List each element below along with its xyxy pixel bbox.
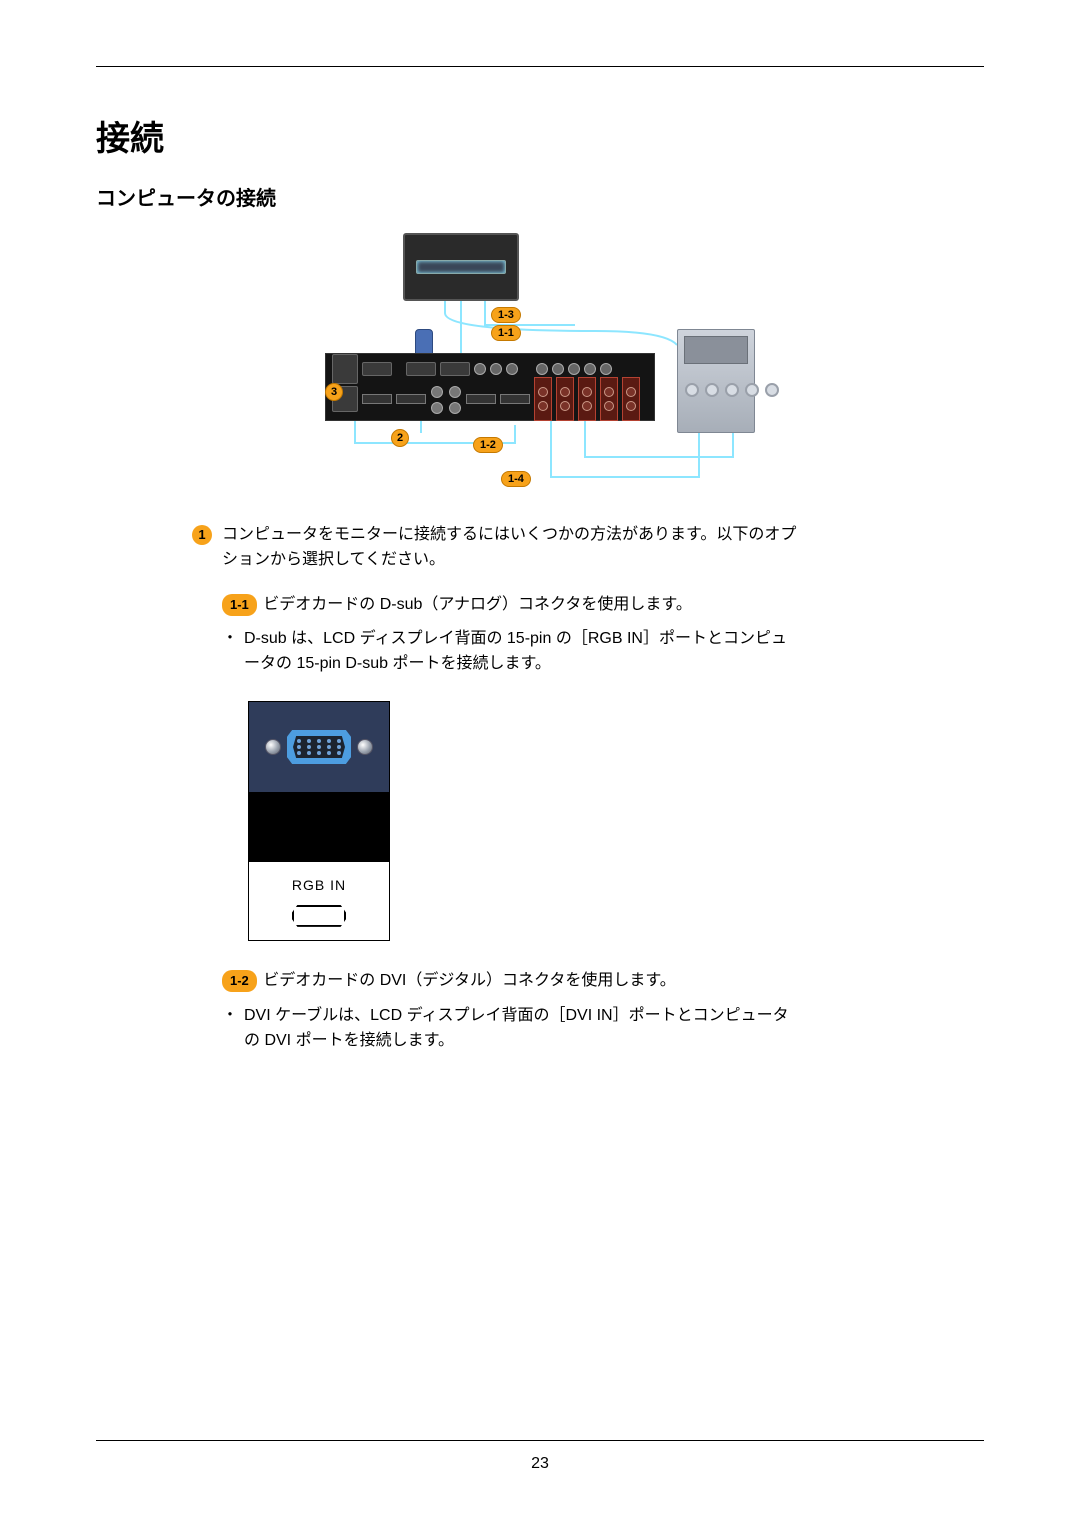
port-group (448, 384, 462, 414)
port-icon (490, 363, 502, 375)
monitor-port-strip (416, 260, 506, 274)
callout-1-3: 1-3 (491, 307, 521, 323)
page-title: 接続 (96, 111, 984, 160)
port-icon (474, 363, 486, 375)
diagram-back-panel (325, 353, 655, 421)
vga-pins-icon (293, 736, 345, 758)
page: 接続 コンピュータの接続 (0, 0, 1080, 1093)
port-label-icon (500, 394, 530, 404)
port-icon (536, 363, 548, 375)
substep-1-1-bullet: ・ D-sub は、LCD ディスプレイ背面の 15-pin の［RGB IN］… (222, 627, 802, 677)
callout-2: 2 (391, 429, 409, 447)
rgb-port-panel: RGB IN (249, 862, 389, 940)
substep-1-2-bullet: ・ DVI ケーブルは、LCD ディスプレイ背面の［DVI IN］ポートとコンピ… (222, 1004, 802, 1054)
port-icon (332, 354, 358, 384)
diagram-computer (677, 329, 755, 433)
port-group (556, 377, 574, 421)
vga-screw-icon (357, 739, 373, 755)
diagram-pc-jacks (685, 383, 815, 397)
step-1: 1 コンピュータをモニターに接続するにはいくつかの方法があります。以下のオプショ… (192, 523, 802, 573)
port-icon (584, 363, 596, 375)
port-group (622, 377, 640, 421)
step-badge-1: 1 (192, 525, 212, 545)
diagram-monitor (403, 233, 519, 301)
top-rule (96, 66, 984, 67)
substep-1-1-text: ビデオカードの D-sub（アナログ）コネクタを使用します。 (263, 596, 692, 613)
callout-1-2: 1-2 (473, 437, 503, 453)
port-icon (552, 363, 564, 375)
substep-1-2: 1-2 ビデオカードの DVI（デジタル）コネクタを使用します。 (222, 969, 802, 994)
page-footer: 23 (96, 1440, 984, 1473)
port-icon (568, 363, 580, 375)
port-group (430, 384, 444, 414)
connection-diagram-wrap: 1-3 1-1 1-2 1-4 2 3 (96, 233, 984, 495)
substep-1-1-bullet-text: D-sub は、LCD ディスプレイ背面の 15-pin の［RGB IN］ポー… (244, 627, 802, 677)
substep-1-2-bullet-text: DVI ケーブルは、LCD ディスプレイ背面の［DVI IN］ポートとコンピュー… (244, 1004, 802, 1054)
port-group (578, 377, 596, 421)
callout-1-1: 1-1 (491, 325, 521, 341)
rgb-connector-panel (249, 702, 389, 792)
port-label-icon (396, 394, 426, 404)
callout-3: 3 (325, 383, 343, 401)
jack-icon (685, 383, 699, 397)
rgb-figure-gap (249, 792, 389, 862)
port-label-icon (466, 394, 496, 404)
substep-1-1: 1-1 ビデオカードの D-sub（アナログ）コネクタを使用します。 (222, 593, 802, 618)
port-icon (406, 362, 436, 376)
step-1-text: コンピュータをモニターに接続するにはいくつかの方法があります。以下のオプションか… (222, 523, 802, 573)
substep-1-2-text: ビデオカードの DVI（デジタル）コネクタを使用します。 (263, 972, 676, 989)
port-label-icon (362, 394, 392, 404)
connection-diagram: 1-3 1-1 1-2 1-4 2 3 (325, 233, 755, 495)
port-group (534, 377, 552, 421)
port-icon (600, 363, 612, 375)
rgb-in-figure: RGB IN (248, 701, 390, 941)
jack-icon (705, 383, 719, 397)
port-icon (506, 363, 518, 375)
port-icon (440, 362, 470, 376)
substep-badge-1-2: 1-2 (222, 970, 257, 992)
body-content: 1 コンピュータをモニターに接続するにはいくつかの方法があります。以下のオプショ… (192, 523, 802, 1053)
jack-icon (765, 383, 779, 397)
bullet-mark: ・ (222, 627, 232, 677)
port-icon (362, 362, 392, 376)
rgb-in-label: RGB IN (292, 875, 346, 897)
rgb-port-outline-icon (292, 905, 346, 927)
vga-shell-icon (287, 730, 351, 764)
jack-icon (725, 383, 739, 397)
page-number: 23 (531, 1455, 549, 1472)
bullet-mark: ・ (222, 1004, 232, 1054)
jack-icon (745, 383, 759, 397)
section-subtitle: コンピュータの接続 (96, 182, 984, 211)
panel-row-bottom (332, 384, 648, 414)
vga-screw-icon (265, 739, 281, 755)
panel-row-top (332, 360, 648, 378)
vga-connector-icon (265, 730, 373, 764)
substep-badge-1-1: 1-1 (222, 594, 257, 616)
port-group (600, 377, 618, 421)
callout-1-4: 1-4 (501, 471, 531, 487)
